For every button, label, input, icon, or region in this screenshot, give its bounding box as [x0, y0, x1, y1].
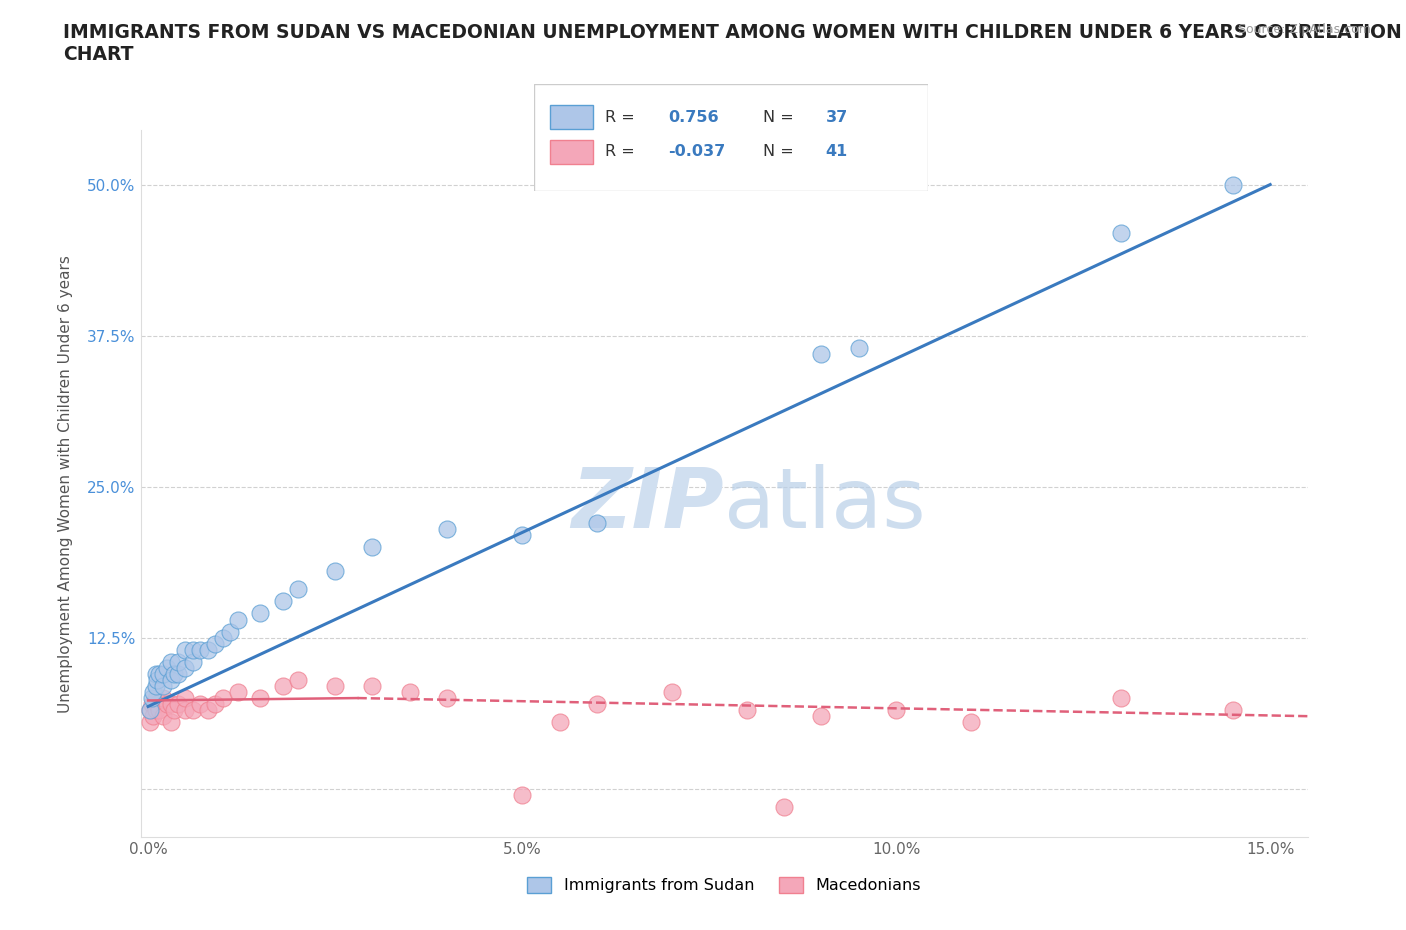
Point [152, 667, 174, 682]
Point [181, 655, 204, 670]
Point [197, 643, 219, 658]
Point [197, 703, 219, 718]
Point [960, 715, 983, 730]
Text: 37: 37 [825, 110, 848, 125]
FancyBboxPatch shape [534, 84, 928, 191]
Point [323, 564, 346, 578]
Point [146, 672, 169, 687]
Text: N =: N = [762, 144, 793, 159]
Text: 41: 41 [825, 144, 848, 159]
Point [141, 697, 163, 711]
FancyBboxPatch shape [550, 140, 593, 164]
Point [1222, 703, 1244, 718]
Point [1109, 691, 1132, 706]
Point [152, 691, 174, 706]
Point [361, 539, 384, 554]
Point [1222, 177, 1244, 192]
Point [204, 636, 226, 651]
Point [152, 679, 174, 694]
Point [661, 684, 683, 699]
Point [212, 631, 235, 645]
Point [139, 703, 162, 718]
Point [159, 655, 181, 670]
Point [226, 612, 249, 627]
Point [1109, 225, 1132, 240]
Text: Source: ZipAtlas.com: Source: ZipAtlas.com [1237, 23, 1371, 36]
Point [212, 691, 235, 706]
Point [142, 709, 165, 724]
Text: ZIP: ZIP [571, 464, 724, 545]
Point [361, 679, 384, 694]
Point [204, 697, 226, 711]
Point [148, 667, 170, 682]
Point [145, 703, 167, 718]
Point [159, 672, 181, 687]
Point [174, 660, 197, 675]
Point [773, 800, 796, 815]
Point [145, 667, 167, 682]
Point [810, 346, 832, 361]
Text: IMMIGRANTS FROM SUDAN VS MACEDONIAN UNEMPLOYMENT AMONG WOMEN WITH CHILDREN UNDER: IMMIGRANTS FROM SUDAN VS MACEDONIAN UNEM… [63, 23, 1402, 64]
Point [219, 624, 242, 639]
Point [848, 340, 870, 355]
Point [586, 697, 609, 711]
Point [249, 606, 271, 621]
Point [159, 715, 181, 730]
Point [249, 691, 271, 706]
FancyBboxPatch shape [550, 105, 593, 129]
Text: N =: N = [762, 110, 793, 125]
Point [586, 515, 609, 530]
Point [167, 655, 190, 670]
Point [287, 672, 309, 687]
Point [510, 788, 533, 803]
Point [167, 667, 190, 682]
Point [167, 697, 190, 711]
Point [156, 660, 179, 675]
Point [145, 679, 167, 694]
Text: 0.756: 0.756 [668, 110, 718, 125]
Point [146, 697, 169, 711]
Point [287, 582, 309, 597]
Point [141, 691, 163, 706]
Y-axis label: Unemployment Among Women with Children Under 6 years: Unemployment Among Women with Children U… [59, 255, 73, 712]
Text: R =: R = [605, 110, 636, 125]
Point [152, 709, 174, 724]
Point [190, 697, 212, 711]
Point [148, 703, 170, 718]
Point [436, 691, 458, 706]
Point [735, 703, 758, 718]
Point [226, 684, 249, 699]
Point [145, 691, 167, 706]
Point [271, 594, 294, 609]
Point [174, 703, 197, 718]
Point [138, 715, 160, 730]
Point [190, 643, 212, 658]
Point [399, 684, 422, 699]
Point [323, 679, 346, 694]
Point [436, 522, 458, 537]
Point [181, 703, 204, 718]
Point [156, 697, 179, 711]
Point [884, 703, 907, 718]
Text: R =: R = [605, 144, 636, 159]
Text: atlas: atlas [724, 464, 925, 545]
Point [163, 703, 186, 718]
Point [548, 715, 571, 730]
Point [810, 709, 832, 724]
Point [181, 643, 204, 658]
Point [142, 684, 165, 699]
Point [174, 643, 197, 658]
Point [159, 697, 181, 711]
Point [510, 527, 533, 542]
Point [174, 691, 197, 706]
Point [163, 667, 186, 682]
Point [139, 703, 162, 718]
Legend: Immigrants from Sudan, Macedonians: Immigrants from Sudan, Macedonians [522, 870, 927, 899]
Point [271, 679, 294, 694]
Text: -0.037: -0.037 [668, 144, 725, 159]
